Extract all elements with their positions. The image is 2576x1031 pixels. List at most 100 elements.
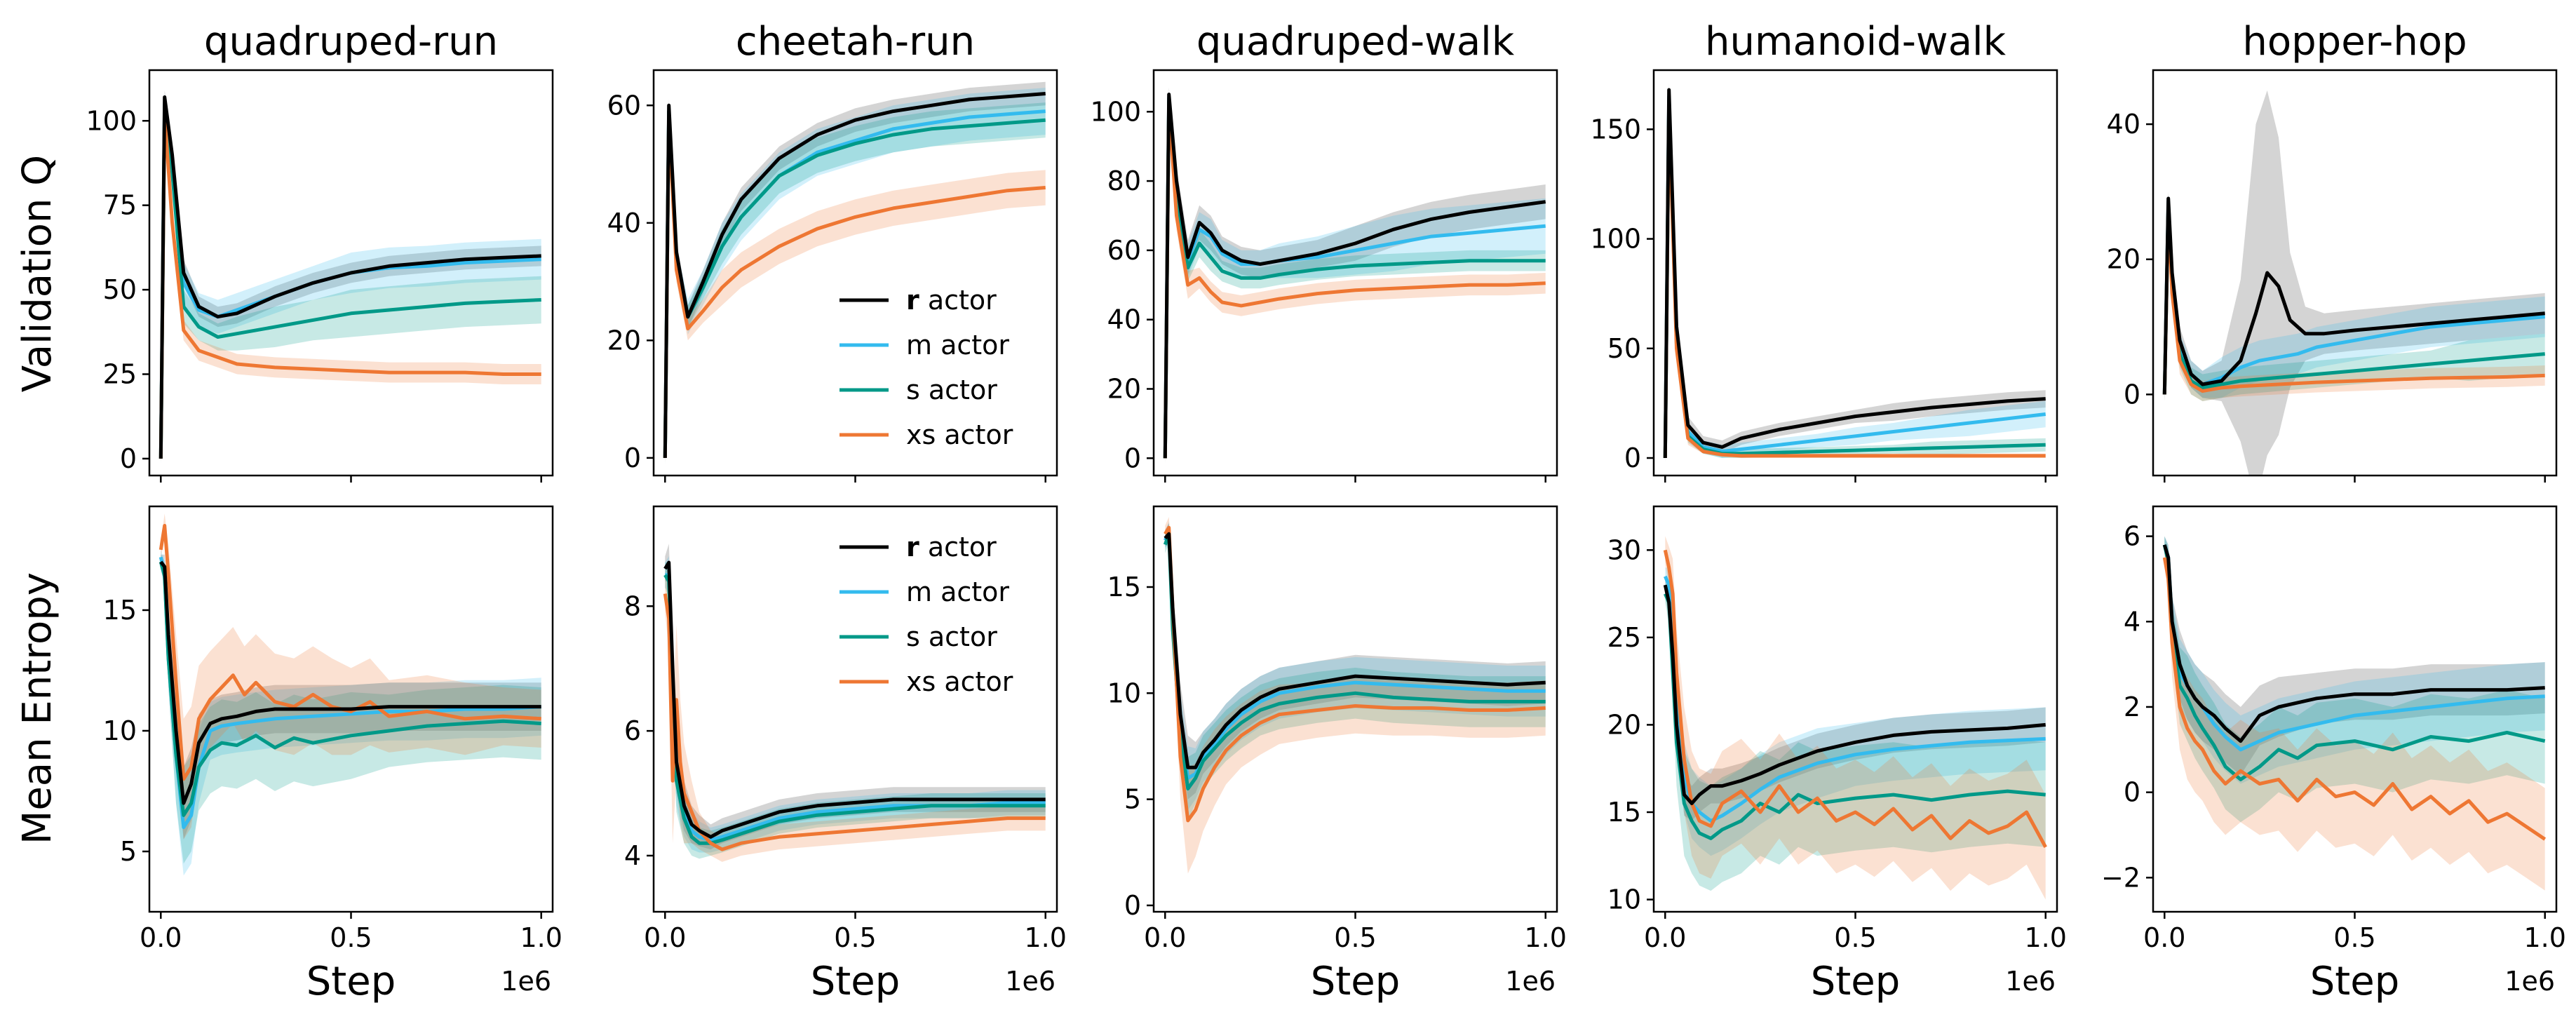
panel-2-3-band-m-actor: [1165, 521, 1546, 810]
panel-1-1-line-s-actor: [159, 105, 541, 459]
panel-1-2-line-r-actor: [663, 92, 1046, 458]
panel-2-2-ytick-label: 6: [624, 715, 641, 746]
panel-1-4-plot-area: [1663, 83, 2046, 463]
panel-1-3-title: quadruped-walk: [1196, 19, 1515, 65]
panel-2-4-line-r-actor: [1663, 584, 2046, 805]
panel-1-5-ytick-label: 20: [2107, 244, 2140, 275]
panel-1-4-title: humanoid-walk: [1705, 19, 2007, 65]
panel-1-1-ytick-label: 50: [103, 274, 137, 305]
panel-2-5: −2 0 2 4 6 0.0 0.5 1.0 Step 1e6: [2101, 505, 2566, 1004]
panel-2-5-xtick-label: 0.5: [2333, 922, 2375, 953]
panel-2-2: 4 6 8 0.0 0.5 1.0 Step 1e6 r actor m actor s actor…: [624, 505, 1067, 1004]
panel-2-5-line-r-actor: [2162, 544, 2545, 743]
panel-1-2-band-m-actor: [665, 88, 1046, 464]
panel-2-3-xtick-label: 0.5: [1334, 922, 1376, 953]
row-label-validation-q: Validation Q: [15, 155, 60, 392]
panel-2-2-line-r-actor: [663, 560, 1046, 839]
panel-2-4-ytick-label: 20: [1607, 709, 1641, 740]
panel-2-3-plot-area: [1163, 517, 1546, 874]
panel-2-3-offset: 1e6: [1505, 966, 1556, 997]
panel-1-4-ytick-label: 0: [1624, 443, 1641, 473]
panel-2-2-xtick-label: 0.5: [834, 922, 876, 953]
panel-1-5-line-r-actor: [2162, 196, 2545, 395]
panel-2-4-xtick-label: 1.0: [2025, 922, 2067, 953]
panel-2-2-xtick-label: 1.0: [1025, 922, 1067, 953]
panel-1-2-ytick-label: 40: [607, 208, 641, 238]
panel-2-5-ytick-label: 0: [2124, 777, 2140, 808]
panel-2-4-band-m-actor: [1665, 567, 2046, 856]
panel-1-5-band-m-actor: [2164, 195, 2545, 401]
panel-2-3-band-s-actor: [1165, 523, 1546, 821]
panel-2-3-band-xs-actor: [1165, 517, 1546, 874]
panel-1-5-line-xs-actor: [2162, 207, 2545, 395]
panel-2-4-plot-area: [1663, 536, 2047, 900]
panel-2-1-offset: 1e6: [501, 966, 551, 997]
panel-2-2-legend-bold-0: r: [906, 532, 919, 562]
panel-1-1-line-r-actor: [159, 95, 541, 459]
panel-2-2-ytick-label: 8: [624, 591, 641, 621]
panel-2-2-xlabel: Step: [811, 959, 901, 1004]
panel-2-2-xtick-label: 0.0: [644, 922, 686, 953]
panel-1-2-band-s-actor: [665, 102, 1046, 464]
panel-2-3: 0 5 10 15 0.0 0.5 1.0 Step 1e6: [1107, 505, 1567, 1004]
panel-1-4-ytick-label: 150: [1590, 114, 1641, 144]
panel-1-4-line-r-actor: [1663, 88, 2046, 459]
panel-2-3-line-xs-actor: [1164, 525, 1546, 823]
panel-2-3-ytick-label: 15: [1107, 572, 1141, 602]
panel-2-1-band-r-actor: [161, 554, 541, 840]
panel-2-1-band-xs-actor: [161, 513, 541, 840]
panel-2-2-offset: 1e6: [1005, 966, 1056, 997]
panel-2-4-offset: 1e6: [2005, 966, 2056, 997]
panel-1-1: 0 25 50 75 100 quadruped-run: [86, 19, 554, 483]
panel-1-5-band-r-actor: [2164, 90, 2545, 476]
panel-1-2-title: cheetah-run: [736, 19, 975, 65]
panel-1-3-ytick-label: 40: [1107, 304, 1141, 335]
panel-1-4-line-xs-actor: [1663, 105, 2046, 459]
panel-1-2-legend-rest-0: actor: [919, 285, 997, 316]
panel-2-4-ytick-label: 25: [1607, 622, 1641, 653]
panel-2-1-ytick-label: 5: [120, 836, 137, 867]
panel-1-4-ytick-label: 50: [1607, 333, 1641, 364]
panel-1-1-plot-area: [159, 90, 541, 464]
panel-1-1-band-r-actor: [161, 90, 541, 464]
panel-2-3-band-r-actor: [1165, 523, 1546, 800]
panel-1-2-legend-label-0: r actor: [906, 285, 997, 316]
panel-2-5-xtick-label: 1.0: [2524, 922, 2566, 953]
panel-2-5-band-xs-actor: [2164, 548, 2545, 891]
panel-2-1-ytick-label: 10: [103, 715, 137, 746]
panel-2-5-line-s-actor: [2162, 544, 2546, 781]
panel-1-2-ytick-label: 60: [607, 90, 641, 121]
panel-2-2-legend-label-2: s actor: [906, 621, 997, 652]
panel-2-3-xtick-label: 1.0: [1525, 922, 1567, 953]
panel-1-2-plot-area: [663, 81, 1046, 464]
panel-2-5-xlabel: Step: [2310, 959, 2400, 1004]
panel-2-3-ytick-label: 0: [1124, 890, 1141, 921]
panel-1-2-ytick-label: 20: [607, 325, 641, 356]
panel-2-1-plot-area: [159, 513, 541, 876]
panel-2-5-band-s-actor: [2164, 536, 2545, 823]
panel-2-1-xlabel: Step: [306, 959, 396, 1004]
panel-2-4-band-r-actor: [1665, 576, 2046, 821]
panel-1-4-ytick-label: 100: [1590, 224, 1641, 255]
panel-2-3-ytick-label: 10: [1107, 678, 1141, 708]
panel-1-3-line-xs-actor: [1163, 102, 1546, 459]
panel-2-3-line-r-actor: [1164, 532, 1546, 769]
panel-2-3-xtick-label: 0.0: [1144, 922, 1186, 953]
panel-2-4-xlabel: Step: [1811, 959, 1901, 1004]
panel-2-4-xtick-label: 0.5: [1834, 922, 1876, 953]
panel-2-2-ytick-label: 4: [624, 840, 641, 871]
panel-2-5-ytick-label: −2: [2101, 862, 2140, 893]
panel-2-1-xtick-label: 1.0: [520, 922, 562, 953]
panel-1-1-ytick-label: 75: [103, 190, 137, 221]
panel-2-2-legend-label-1: m actor: [906, 577, 1009, 607]
panel-1-3-ytick-label: 100: [1090, 96, 1141, 127]
panel-2-5-ytick-label: 6: [2124, 521, 2140, 552]
panel-1-1-band-s-actor: [161, 97, 541, 464]
panel-1-5-title: hopper-hop: [2242, 19, 2467, 65]
panel-2-1-line-r-actor: [159, 560, 541, 805]
panel-2-4: 10 15 20 25 30 0.0 0.5 1.0 Step 1e6: [1607, 505, 2067, 1004]
panel-1-2-legend-bold-0: r: [906, 285, 919, 316]
panel-1-5-frame: [2152, 69, 2558, 477]
panel-2-5-plot-area: [2162, 536, 2547, 891]
